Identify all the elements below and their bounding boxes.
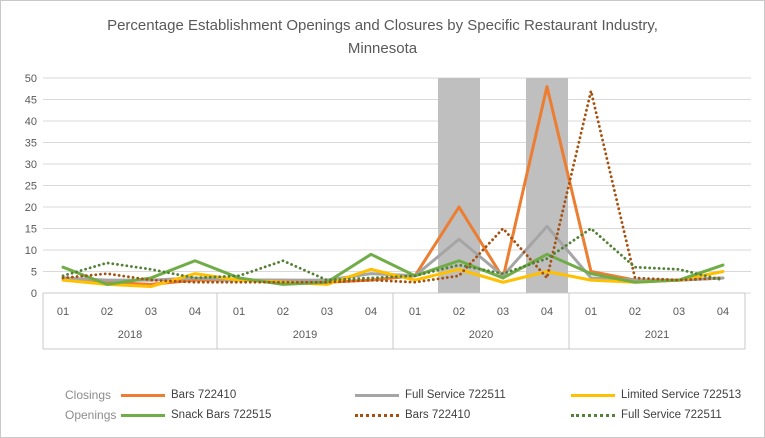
svg-text:01: 01 xyxy=(233,306,245,318)
svg-text:03: 03 xyxy=(145,306,157,318)
svg-text:02: 02 xyxy=(629,306,641,318)
svg-text:50: 50 xyxy=(25,73,37,85)
legend-entry-closings-full-service: Full Service 722511 xyxy=(355,389,571,401)
svg-text:04: 04 xyxy=(717,306,729,318)
legend-group-closings: Closings xyxy=(65,388,112,402)
svg-text:25: 25 xyxy=(25,181,37,193)
legend-entry-openings-bars: Bars 722410 xyxy=(355,409,571,421)
svg-text:01: 01 xyxy=(57,306,69,318)
svg-text:15: 15 xyxy=(25,224,37,236)
svg-text:01: 01 xyxy=(585,306,597,318)
svg-text:03: 03 xyxy=(321,306,333,318)
svg-text:03: 03 xyxy=(497,306,509,318)
svg-text:30: 30 xyxy=(25,159,37,171)
svg-text:01: 01 xyxy=(409,306,421,318)
legend-entry-closings-bars: Bars 722410 xyxy=(121,389,355,401)
svg-text:02: 02 xyxy=(277,306,289,318)
legend-entry-openings-snack-bars: Snack Bars 722515 xyxy=(121,409,355,421)
svg-text:02: 02 xyxy=(101,306,113,318)
chart-title: Percentage Establishment Openings and Cl… xyxy=(107,17,658,57)
svg-text:04: 04 xyxy=(189,306,201,318)
legend-label: Full Service 722511 xyxy=(621,409,722,421)
legend-marker-closings-limited-service xyxy=(571,393,615,397)
svg-text:2019: 2019 xyxy=(293,329,317,341)
legend-label: Bars 722410 xyxy=(405,409,471,421)
legend-marker-openings-snack-bars xyxy=(121,413,165,417)
legend-marker-closings-full-service xyxy=(355,393,399,397)
svg-text:04: 04 xyxy=(365,306,377,318)
legend-entry-openings-full-service: Full Service 722511 xyxy=(571,409,764,421)
svg-text:5: 5 xyxy=(31,267,37,279)
legend-marker-openings-full-service xyxy=(571,413,615,417)
svg-text:35: 35 xyxy=(25,138,37,150)
svg-text:2018: 2018 xyxy=(118,329,142,341)
svg-text:45: 45 xyxy=(25,95,37,107)
svg-text:03: 03 xyxy=(673,306,685,318)
svg-text:2020: 2020 xyxy=(469,329,493,341)
svg-text:02: 02 xyxy=(453,306,465,318)
legend-label: Limited Service 722513 xyxy=(621,389,742,401)
legend-label: Full Service 722511 xyxy=(405,389,506,401)
legend-label: Snack Bars 722515 xyxy=(171,409,272,421)
legend-marker-closings-bars xyxy=(121,393,165,397)
svg-text:40: 40 xyxy=(25,116,37,128)
legend-marker-openings-bars xyxy=(355,413,399,417)
svg-text:04: 04 xyxy=(541,306,553,318)
legend-entry-closings-limited-service: Limited Service 722513 xyxy=(571,389,764,401)
svg-text:0: 0 xyxy=(31,288,37,300)
legend-group-openings: Openings xyxy=(65,408,117,422)
svg-text:10: 10 xyxy=(25,245,37,257)
legend-label: Bars 722410 xyxy=(171,389,237,401)
svg-text:2021: 2021 xyxy=(645,329,669,341)
chart-legend: Closings Bars 722410 Full Service 722511… xyxy=(65,388,764,422)
svg-text:20: 20 xyxy=(25,202,37,214)
